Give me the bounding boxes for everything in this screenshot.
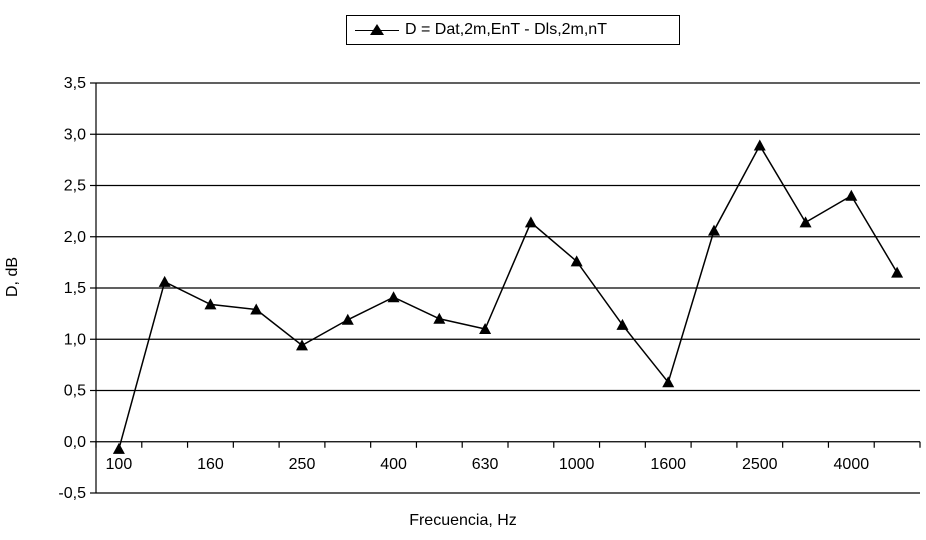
data-point — [433, 312, 446, 324]
x-tick-label: 1000 — [559, 456, 595, 473]
data-point — [204, 298, 217, 310]
data-point — [799, 216, 812, 228]
y-tick-label: 2,0 — [64, 229, 86, 246]
x-tick-label: 250 — [289, 456, 316, 473]
data-point — [479, 323, 492, 334]
y-tick-label: 3,5 — [64, 75, 86, 92]
data-point — [845, 189, 858, 201]
x-tick-label: 630 — [472, 456, 499, 473]
x-tick-label: 4000 — [834, 456, 870, 473]
series-line — [118, 144, 898, 450]
y-axis-title: D, dB — [4, 256, 21, 297]
data-point — [616, 318, 629, 330]
y-tick-label: 2,5 — [64, 178, 86, 195]
data-point — [570, 255, 583, 267]
y-tick-label: 0,0 — [64, 434, 86, 451]
data-point — [112, 442, 125, 454]
y-tick-label: 0,5 — [64, 383, 86, 400]
data-point — [753, 139, 766, 151]
x-tick-label: 2500 — [742, 456, 778, 473]
data-point — [891, 266, 904, 278]
data-point — [524, 216, 537, 228]
x-tick-label: 400 — [380, 456, 407, 473]
legend: D = Dat,2m,EnT - Dls,2m,nT — [346, 15, 680, 45]
data-series — [112, 139, 904, 454]
y-tick-labels: -0,5 0,0 0,5 1,0 1,5 2,0 2,5 3,0 3,5 — [58, 75, 86, 502]
data-point — [296, 339, 308, 351]
data-point — [341, 313, 354, 325]
x-tick-label: 160 — [197, 456, 224, 473]
y-tick-label: 1,5 — [64, 280, 86, 297]
data-point — [662, 376, 675, 388]
data-point — [387, 291, 400, 303]
data-point — [250, 303, 263, 315]
y-tick-label: 1,0 — [64, 331, 86, 348]
y-tick-label: -0,5 — [58, 485, 86, 502]
axes — [90, 82, 921, 494]
x-axis-title: Frecuencia, Hz — [409, 512, 517, 529]
legend-label: D = Dat,2m,EnT - Dls,2m,nT — [405, 21, 607, 38]
data-point — [708, 224, 720, 236]
grid-lines — [96, 82, 920, 494]
y-tick-label: 3,0 — [64, 126, 86, 143]
triangle-marker-icon — [370, 24, 384, 35]
x-tick-label: 100 — [106, 456, 133, 473]
data-point — [158, 275, 171, 287]
x-tick-label: 1600 — [650, 456, 686, 473]
x-tick-labels: 100 160 250 400 630 1000 1600 2500 4000 — [106, 456, 870, 473]
